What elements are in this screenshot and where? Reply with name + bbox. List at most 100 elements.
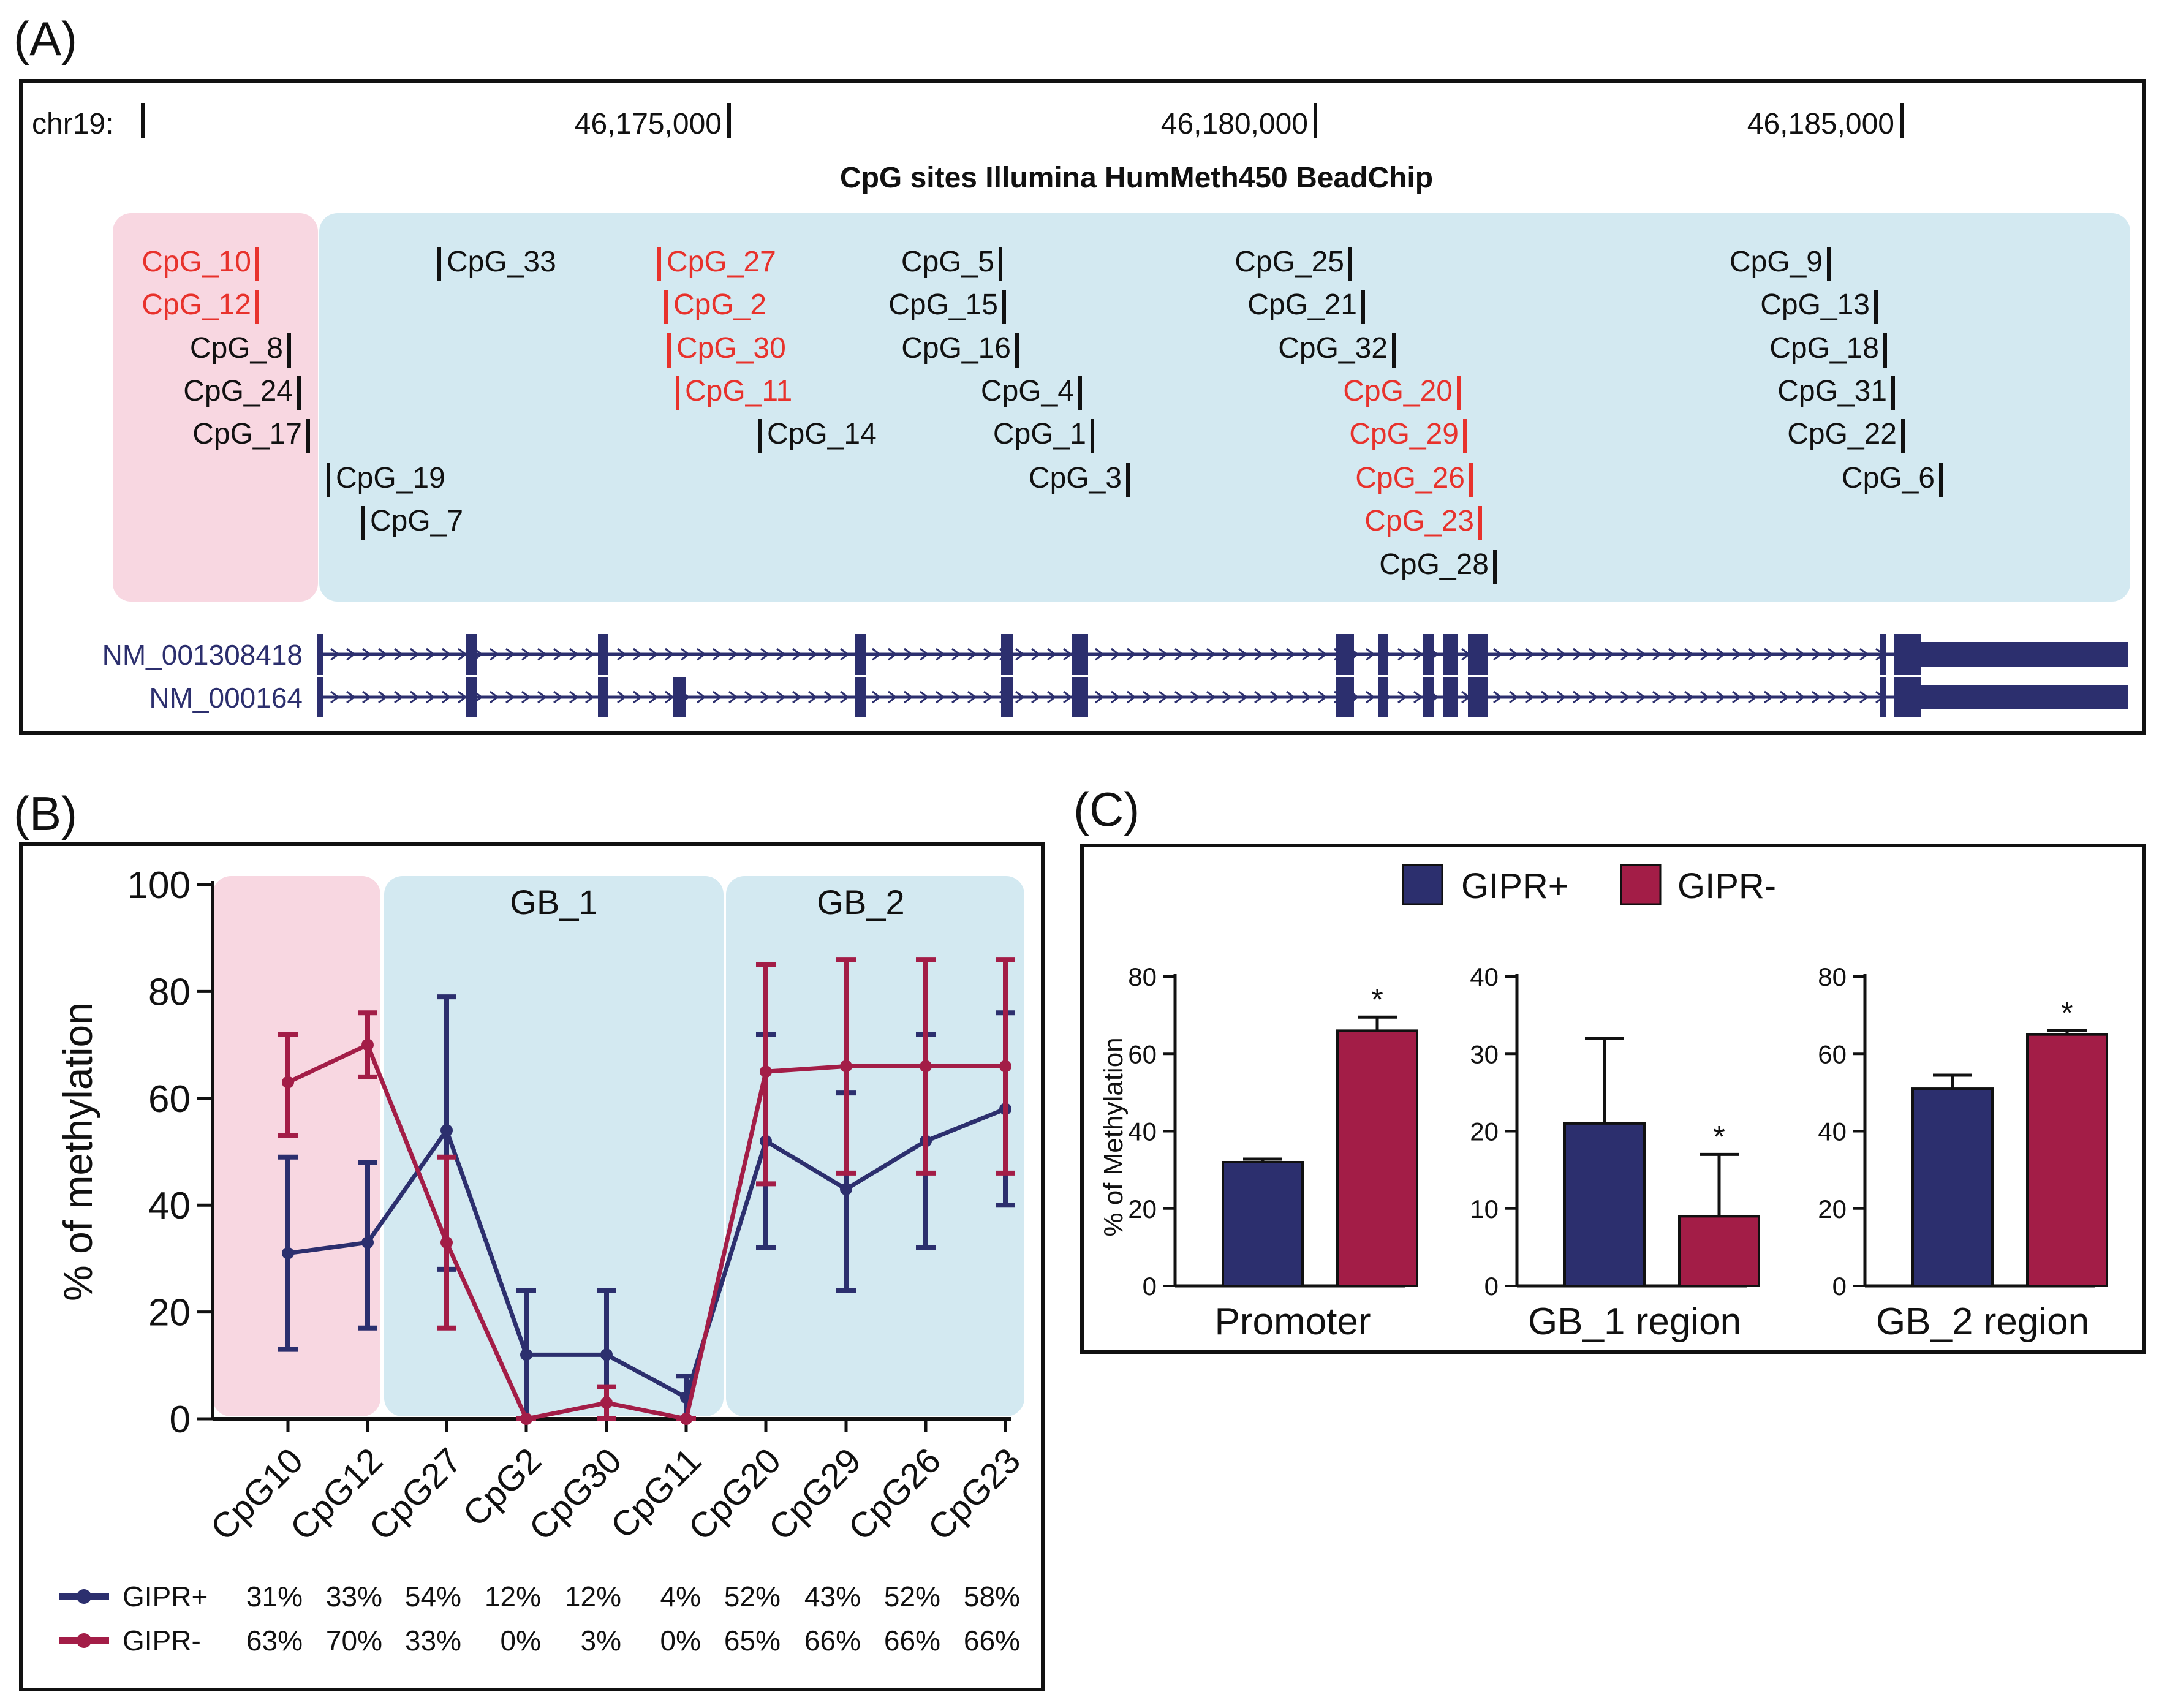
strand-arrow [330, 648, 340, 661]
exon [1443, 634, 1458, 675]
exon [1378, 677, 1388, 717]
strand-arrow [697, 690, 706, 704]
gb1-label: GB_1 [510, 883, 597, 921]
strand-arrow [808, 648, 818, 661]
legend-marker [77, 1633, 91, 1648]
y-tick-label: 80 [148, 971, 191, 1013]
strand-arrow [888, 690, 898, 704]
y-tick-label: 20 [148, 1292, 191, 1334]
strand-arrow [362, 690, 372, 704]
strand-arrow [1764, 648, 1774, 661]
y-tick-label: 40 [148, 1185, 191, 1227]
cpg-site: CpG_12 [142, 289, 259, 324]
cpg-site: CpG_16 [901, 332, 1019, 368]
transcript-label: NM_000164 [149, 682, 303, 714]
legend-value: 12% [485, 1581, 541, 1612]
strand-arrow [1636, 690, 1646, 704]
legend-row: GIPR+ 31% 33% 54% 12% 12% 4% 52% 43% 52% 58% [59, 1581, 1020, 1612]
legend-value: 66% [884, 1625, 940, 1657]
cpg-site: CpG_18 [1769, 332, 1887, 368]
panel-b: GB_1 GB_2 % of methylation 0 20 40 60 80 100 C… [19, 842, 1045, 1691]
cpg-site: CpG_27 [657, 246, 776, 281]
data-point [840, 1183, 852, 1196]
cpg-site: CpG_31 [1777, 375, 1895, 410]
strand-arrow [1668, 690, 1678, 704]
legend-marker [77, 1589, 91, 1604]
strand-arrow [1047, 690, 1057, 704]
cpg-label: CpG_9 [1730, 246, 1823, 278]
legend-value: 63% [246, 1625, 303, 1657]
strand-arrow [1525, 690, 1535, 704]
x-tick-label: CpG30 [521, 1440, 629, 1548]
strand-arrow [1111, 690, 1121, 704]
cpg-label: CpG_32 [1278, 332, 1388, 365]
strand-arrow [665, 648, 675, 661]
cpg-site: CpG_6 [1842, 462, 1943, 497]
strand-arrow [1812, 690, 1821, 704]
panel-a-frame [19, 79, 2146, 735]
data-point [361, 1236, 374, 1249]
cpg-site: CpG_33 [437, 246, 556, 281]
strand-arrow [521, 690, 531, 704]
strand-arrow [967, 648, 977, 661]
strand-arrow [1047, 648, 1057, 661]
exon [1072, 677, 1088, 717]
cpg-site: CpG_2 [664, 289, 766, 324]
cpg-site: CpG_8 [190, 332, 291, 368]
exon [673, 677, 686, 717]
strand-arrow [1206, 690, 1216, 704]
panel-b-frame [19, 842, 1045, 1691]
exon [598, 677, 608, 717]
cpg-label: CpG_21 [1247, 289, 1357, 321]
strand-arrow [1589, 690, 1598, 704]
strand-arrow [681, 648, 690, 661]
cpg-label: CpG_12 [142, 289, 251, 321]
exon [1880, 634, 1886, 675]
strand-arrow [983, 690, 993, 704]
strand-arrow [1063, 648, 1073, 661]
exon [1336, 634, 1354, 675]
strand-arrow [904, 648, 913, 661]
x-tick-label: CpG23 [920, 1440, 1028, 1548]
significance-marker: * [2061, 996, 2073, 1030]
cpg-label: CpG_24 [183, 375, 293, 407]
gene-body-region [319, 213, 2130, 602]
strand-arrow [1589, 648, 1598, 661]
exon [317, 634, 323, 675]
legend-value: 54% [405, 1581, 461, 1612]
exon [1001, 634, 1013, 675]
chrom-label: chr19: [32, 108, 113, 140]
strand-arrow [951, 648, 961, 661]
cpg-label: CpG_29 [1349, 418, 1459, 450]
legend-row: GIPR- 63% 70% 33% 0% 3% 0% 65% 66% 66% 66% [59, 1625, 1020, 1657]
data-point [600, 1396, 613, 1409]
significance-marker: * [1371, 982, 1383, 1016]
cpg-label: CpG_2 [673, 289, 766, 321]
b-y-axis-label: % of methylation [55, 1002, 100, 1301]
cpg-label: CpG_26 [1355, 462, 1465, 494]
strand-arrow [1270, 648, 1280, 661]
y-tick-label: 0 [170, 1399, 191, 1441]
promoter-shade [213, 876, 380, 1416]
strand-arrow [1159, 648, 1168, 661]
strand-arrow [490, 648, 499, 661]
series-line [287, 1041, 1005, 1422]
cpg-site: CpG_19 [327, 462, 445, 497]
exon [855, 634, 866, 675]
strand-arrow [1254, 690, 1264, 704]
strand-arrow [490, 690, 499, 704]
strand-arrow [505, 648, 515, 661]
strand-arrow [1859, 690, 1869, 704]
exon [466, 677, 477, 717]
strand-arrow [1493, 648, 1503, 661]
cpg-site: CpG_25 [1235, 246, 1352, 281]
strand-arrow [1732, 648, 1742, 661]
cpg-label: CpG_1 [993, 418, 1086, 450]
strand-arrow [569, 690, 579, 704]
strand-arrow [1095, 690, 1105, 704]
strand-arrow [1366, 648, 1375, 661]
strand-arrow [967, 690, 977, 704]
strand-arrow [633, 648, 643, 661]
strand-arrow [633, 690, 643, 704]
strand-arrow [1509, 690, 1519, 704]
